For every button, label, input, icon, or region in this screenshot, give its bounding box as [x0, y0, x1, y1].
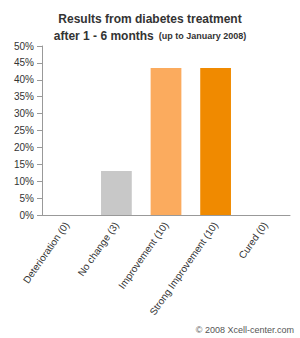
svg-text:No change (3): No change (3) — [76, 220, 121, 278]
svg-text:Strong Improvement (10): Strong Improvement (10) — [147, 220, 220, 317]
svg-text:Results from diabetes treatmen: Results from diabetes treatment — [58, 12, 241, 26]
svg-text:(up to January 2008): (up to January 2008) — [159, 31, 247, 41]
svg-text:20%: 20% — [14, 142, 34, 153]
svg-text:5%: 5% — [20, 193, 35, 204]
svg-text:after 1 - 6 months: after 1 - 6 months — [54, 29, 154, 43]
svg-text:15%: 15% — [14, 159, 34, 170]
svg-text:10%: 10% — [14, 176, 34, 187]
svg-text:25%: 25% — [14, 125, 34, 136]
svg-text:Deterioration (0): Deterioration (0) — [21, 220, 71, 285]
svg-text:© 2008 Xcell-center.com: © 2008 Xcell-center.com — [196, 325, 294, 335]
svg-text:Improvement (10): Improvement (10) — [116, 220, 170, 291]
svg-text:0%: 0% — [20, 210, 35, 221]
svg-text:40%: 40% — [14, 74, 34, 85]
svg-text:Cured (0): Cured (0) — [236, 220, 269, 261]
svg-text:45%: 45% — [14, 57, 34, 68]
svg-text:35%: 35% — [14, 91, 34, 102]
svg-text:30%: 30% — [14, 108, 34, 119]
svg-text:50%: 50% — [14, 41, 34, 52]
